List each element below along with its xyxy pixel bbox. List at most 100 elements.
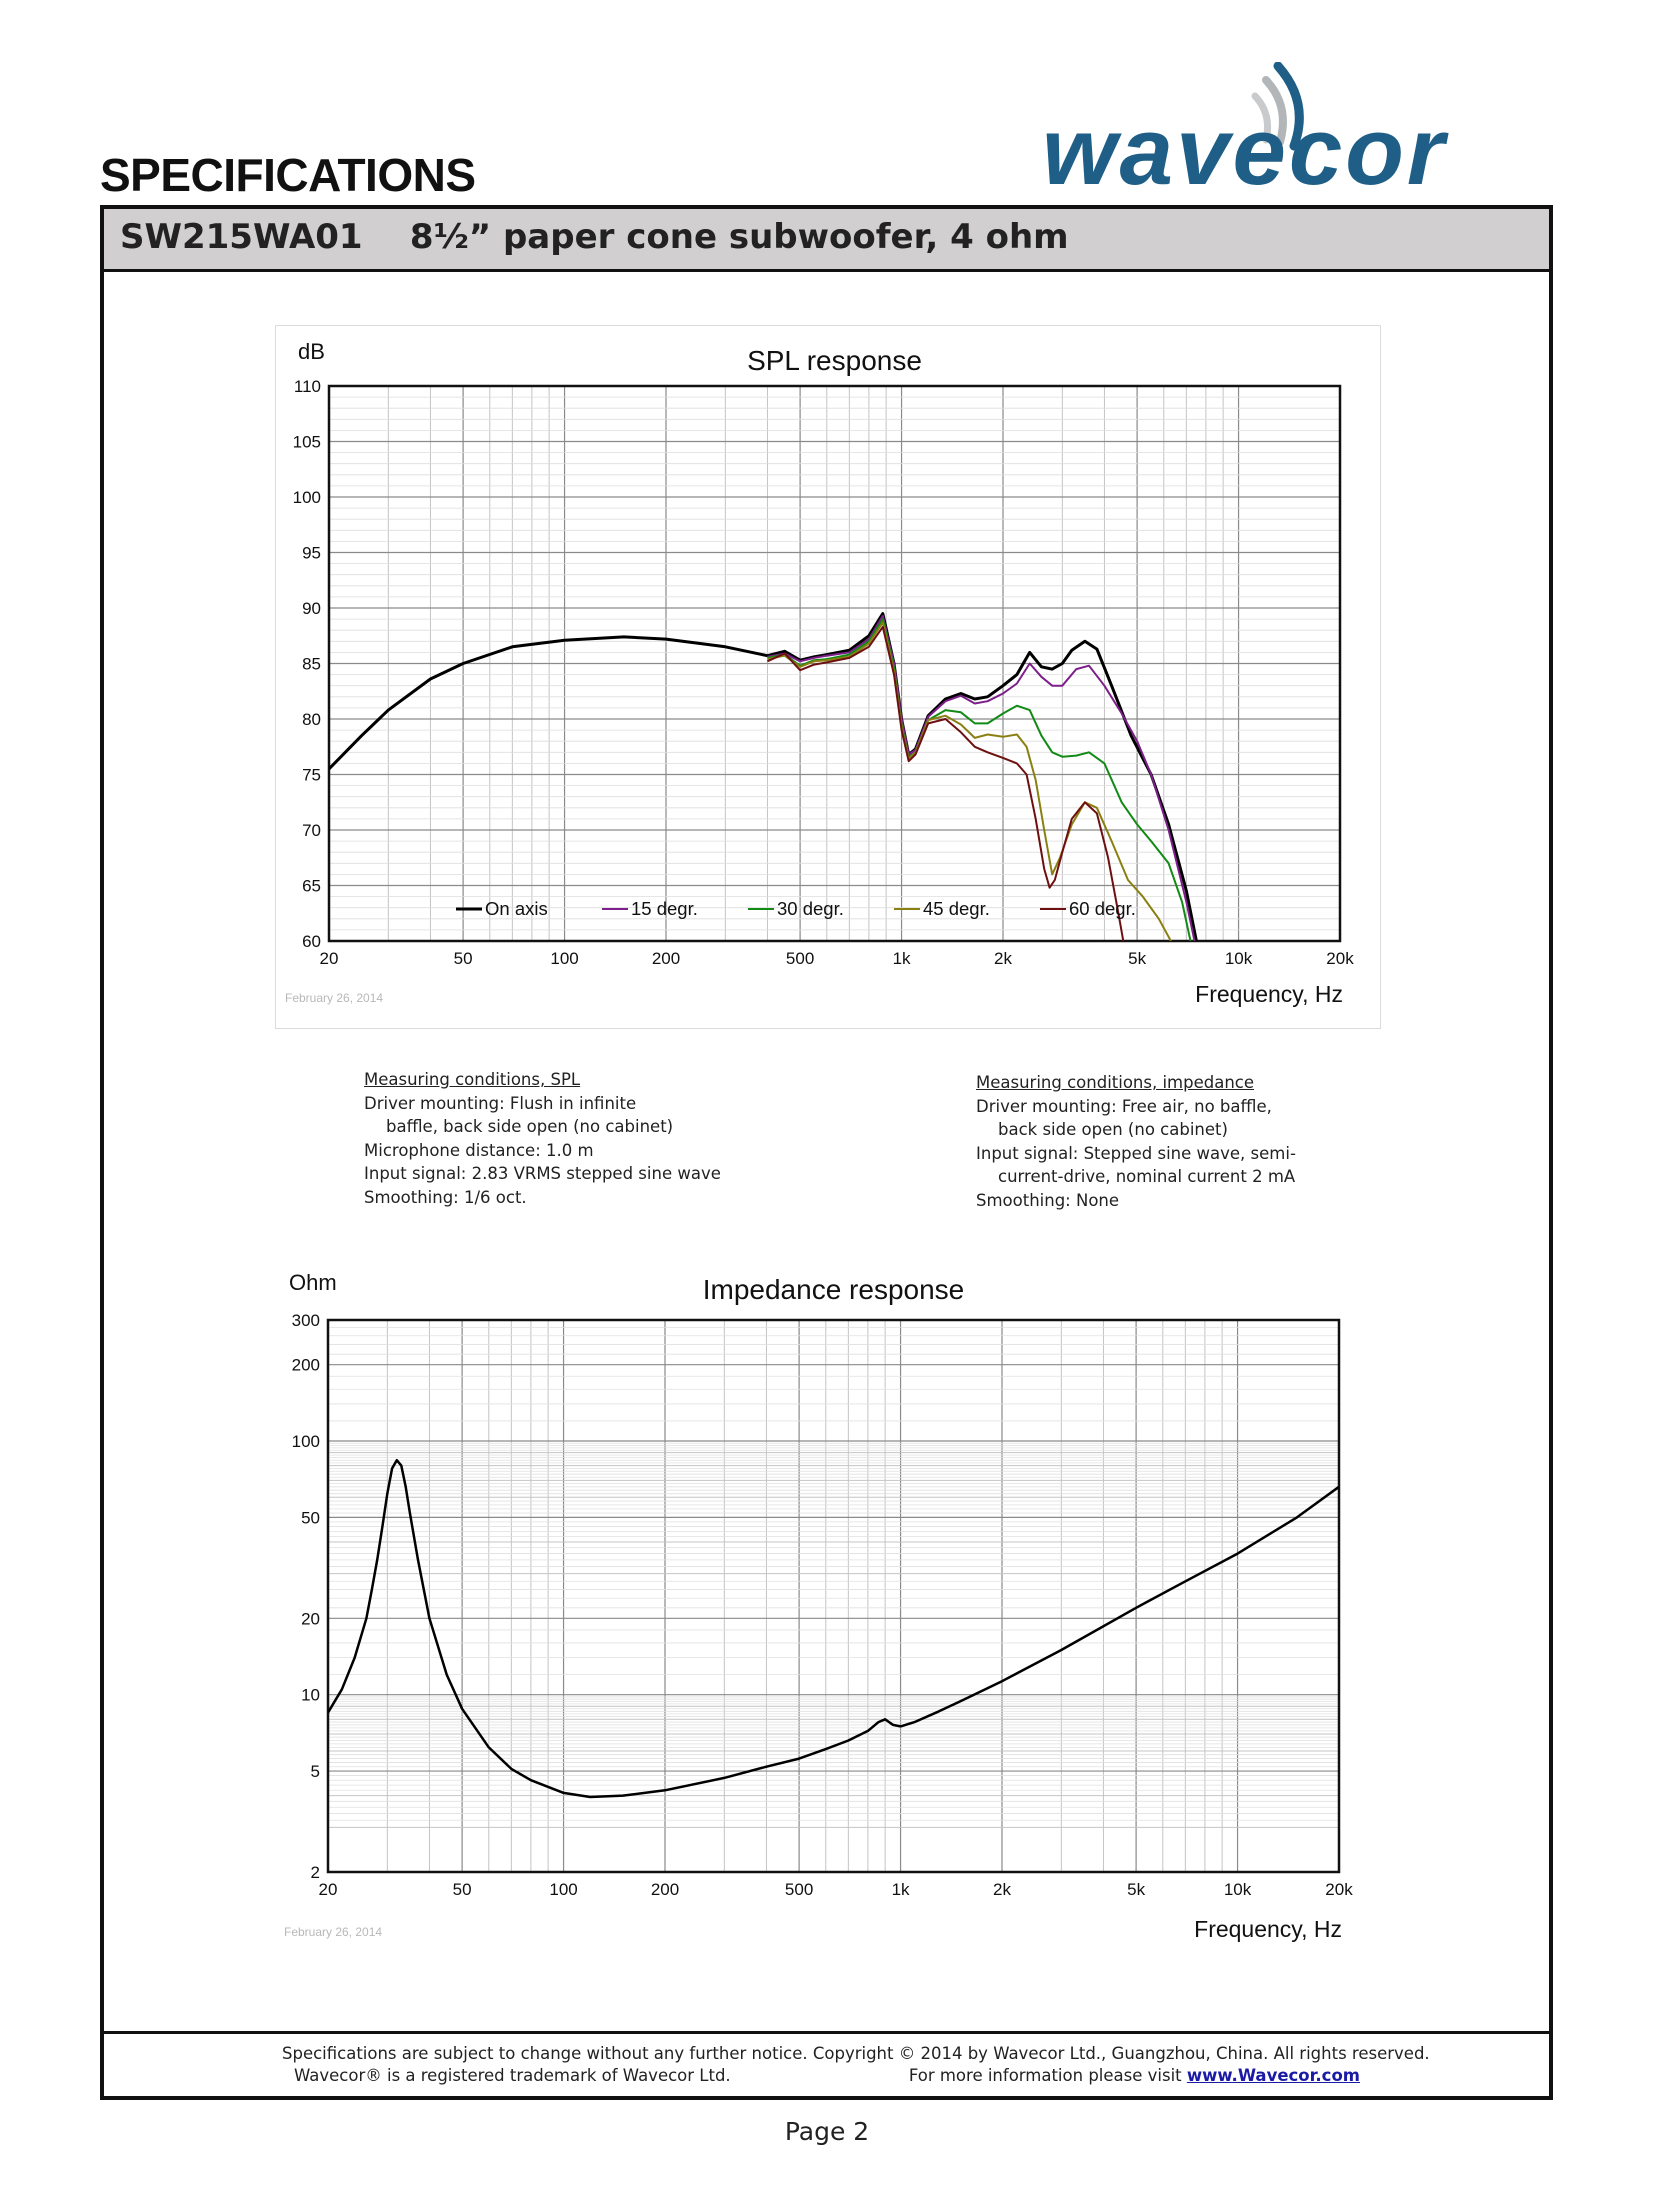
product-title: SW215WA01 8½” paper cone subwoofer, 4 oh… [120, 217, 1069, 257]
footer-trademark: Wavecor® is a registered trademark of Wa… [294, 2066, 731, 2085]
imp-x-tick-label: 1k [892, 1880, 910, 1899]
product-header: SW215WA01 8½” paper cone subwoofer, 4 oh… [104, 209, 1549, 272]
impedance-conditions-line: Driver mounting: Free air, no baffle, [976, 1096, 1272, 1116]
spl-y-tick-label: 105 [293, 433, 321, 452]
spl-date-note: February 26, 2014 [285, 991, 383, 1005]
spl-legend-item: On axis [456, 898, 548, 919]
spl-chart: 20 50 100 200 500 1k 2k 5k 10k 20k 60 65 70 75 80 85 90 9… [275, 325, 1381, 1029]
spl-legend-label: On axis [485, 898, 548, 919]
spl-legend-item: 45 degr. [894, 898, 990, 919]
spl-y-tick-label: 95 [302, 544, 321, 563]
spl-grid [328, 385, 1341, 942]
impedance-conditions: Measuring conditions, impedance Driver m… [976, 1071, 1296, 1212]
imp-y-tick-label: 50 [301, 1508, 320, 1527]
impedance-conditions-line: back side open (no cabinet) [998, 1120, 1228, 1139]
spl-series-60-degr- [766, 625, 1125, 941]
spl-x-tick-label: 1k [893, 949, 911, 968]
imp-x-tick-label: 100 [549, 1880, 577, 1899]
spl-conditions-line: Smoothing: 1/6 oct. [364, 1187, 527, 1207]
imp-x-tick-label: 50 [453, 1880, 472, 1899]
spl-y-tick-label: 80 [302, 710, 321, 729]
spl-conditions-line: Driver mounting: Flush in infinite [364, 1093, 637, 1113]
spl-y-tick-label: 90 [302, 599, 321, 618]
imp-grid [327, 1320, 1340, 1872]
imp-y-tick-label: 300 [292, 1311, 320, 1330]
spl-y-tick-label: 75 [302, 766, 321, 785]
spl-series-15-degr- [767, 614, 1196, 941]
spl-conditions: Measuring conditions, SPL Driver mountin… [364, 1068, 721, 1209]
spl-y-tick-label: 85 [302, 655, 321, 674]
imp-x-tick-label: 10k [1224, 1880, 1252, 1899]
spl-title: SPL response [747, 345, 922, 376]
spl-x-tick-label: 200 [652, 949, 680, 968]
imp-x-tick-label: 20k [1325, 1880, 1353, 1899]
imp-series-curve [328, 1458, 1339, 1799]
imp-y-axis-label: Ohm [289, 1270, 337, 1295]
spl-x-tick-label: 10k [1225, 949, 1253, 968]
spl-chart-svg: 20 50 100 200 500 1k 2k 5k 10k 20k 60 65 70 75 80 85 90 9… [285, 339, 1354, 1007]
spec-frame: SW215WA01 8½” paper cone subwoofer, 4 oh… [100, 205, 1553, 2100]
logo-wordmark: wavecor [1042, 98, 1449, 192]
spl-x-tick-label: 50 [454, 949, 473, 968]
spl-legend-item: 15 degr. [602, 898, 698, 919]
imp-x-tick-label: 200 [651, 1880, 679, 1899]
spl-x-tick-label: 100 [550, 949, 578, 968]
imp-y-tick-label: 20 [301, 1609, 320, 1628]
wavecor-logo: wavecor [1042, 62, 1449, 192]
footer-divider [100, 2031, 1553, 2034]
spl-legend-label: 15 degr. [631, 898, 698, 919]
spl-x-tick-label: 500 [786, 949, 814, 968]
imp-x-tick-label: 500 [785, 1880, 813, 1899]
footer-more-info-text: For more information please visit [908, 2066, 1187, 2085]
logo-wave-arc-1 [1251, 92, 1272, 144]
spl-series-45-degr- [767, 621, 1172, 941]
imp-y-tick-label: 2 [311, 1863, 320, 1882]
logo-wave-arc-2 [1262, 76, 1287, 146]
spl-series-30-degr- [767, 618, 1192, 941]
footer-copyright: Specifications are subject to change wit… [282, 2044, 1430, 2063]
imp-x-tick-label: 5k [1127, 1880, 1145, 1899]
spl-x-axis-label: Frequency, Hz [1195, 981, 1343, 1007]
spl-x-tick-label: 5k [1128, 949, 1146, 968]
imp-x-tick-label: 20 [319, 1880, 338, 1899]
spl-y-tick-label: 110 [294, 377, 321, 396]
spl-legend-label: 60 degr. [1069, 898, 1136, 919]
page-heading: SPECIFICATIONS [100, 149, 476, 201]
spl-plot-frame [327, 384, 1342, 943]
spl-y-tick-label: 70 [302, 821, 321, 840]
impedance-conditions-title: Measuring conditions, impedance [976, 1073, 1255, 1092]
imp-date-note: February 26, 2014 [284, 1925, 382, 1939]
spl-y-tick-label: 100 [293, 488, 321, 507]
spl-legend-item: 30 degr. [748, 898, 844, 919]
logo-wave-arc-3 [1273, 62, 1304, 151]
spl-conditions-line: Input signal: 2.83 VRMS stepped sine wav… [364, 1164, 721, 1183]
imp-x-axis-label: Frequency, Hz [1194, 1916, 1342, 1942]
impedance-chart-svg: 20 50 100 200 500 1k 2k 5k 10k 20k 2 5 10 20 50 100 200 3… [284, 1270, 1353, 1942]
imp-y-tick-label: 200 [292, 1356, 320, 1375]
spl-conditions-line: baffle, back side open (no cabinet) [386, 1117, 674, 1136]
footer: Specifications are subject to change wit… [282, 2043, 1430, 2087]
imp-y-tick-label: 5 [311, 1762, 320, 1781]
impedance-conditions-line: current-drive, nominal current 2 mA [998, 1167, 1296, 1186]
footer-more-info: For more information please visit www.Wa… [909, 2065, 1360, 2087]
imp-y-tick-label: 10 [301, 1686, 320, 1705]
imp-plot-frame [326, 1318, 1341, 1874]
impedance-conditions-line: Input signal: Stepped sine wave, semi- [976, 1143, 1296, 1163]
spl-series-on-axis [329, 612, 1198, 941]
spl-legend-item: 60 degr. [1040, 898, 1136, 919]
spl-x-tick-label: 20k [1326, 949, 1354, 968]
imp-x-tick-label: 2k [993, 1880, 1011, 1899]
spl-y-tick-label: 60 [302, 932, 321, 951]
spl-x-tick-label: 20 [320, 949, 339, 968]
imp-title: Impedance response [703, 1274, 965, 1305]
spl-conditions-title: Measuring conditions, SPL [364, 1070, 581, 1089]
spl-conditions-line: Microphone distance: 1.0 m [364, 1140, 594, 1160]
spl-legend-label: 45 degr. [923, 898, 990, 919]
spl-x-tick-label: 2k [994, 949, 1012, 968]
impedance-chart: 20 50 100 200 500 1k 2k 5k 10k 20k 2 5 10 20 50 100 200 3… [275, 1270, 1379, 1980]
page-number: Page 2 [784, 2117, 870, 2146]
wavecor-website-link[interactable]: www.Wavecor.com [1186, 2066, 1360, 2085]
imp-y-tick-label: 100 [292, 1432, 320, 1451]
impedance-conditions-line: Smoothing: None [976, 1190, 1120, 1210]
spl-legend-label: 30 degr. [777, 898, 844, 919]
